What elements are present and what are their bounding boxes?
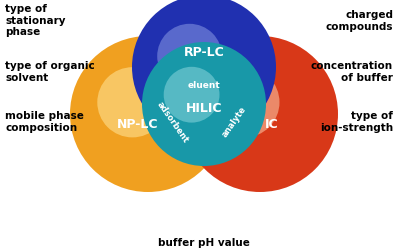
Text: mobile phase
composition: mobile phase composition: [5, 111, 84, 133]
Text: RP-LC: RP-LC: [184, 46, 224, 58]
Circle shape: [157, 24, 222, 89]
Text: analyte: analyte: [220, 105, 248, 139]
Text: NP-LC: NP-LC: [117, 117, 159, 131]
Text: type of
ion-strength: type of ion-strength: [320, 111, 393, 133]
Text: concentration
of buffer: concentration of buffer: [311, 61, 393, 83]
Circle shape: [132, 0, 276, 139]
Text: IC: IC: [265, 117, 279, 131]
Circle shape: [70, 36, 226, 192]
Text: HILIC: HILIC: [186, 103, 222, 115]
Text: charged
compounds: charged compounds: [326, 10, 393, 32]
Text: eluent: eluent: [188, 80, 220, 89]
Circle shape: [97, 67, 168, 137]
Text: type of organic
solvent: type of organic solvent: [5, 61, 95, 83]
Circle shape: [164, 67, 220, 123]
Circle shape: [209, 67, 279, 137]
Text: buffer pH value: buffer pH value: [158, 238, 250, 248]
Circle shape: [142, 42, 266, 166]
Text: type of
stationary
phase: type of stationary phase: [5, 4, 66, 37]
Circle shape: [182, 36, 338, 192]
Text: adsorbent: adsorbent: [156, 100, 191, 144]
